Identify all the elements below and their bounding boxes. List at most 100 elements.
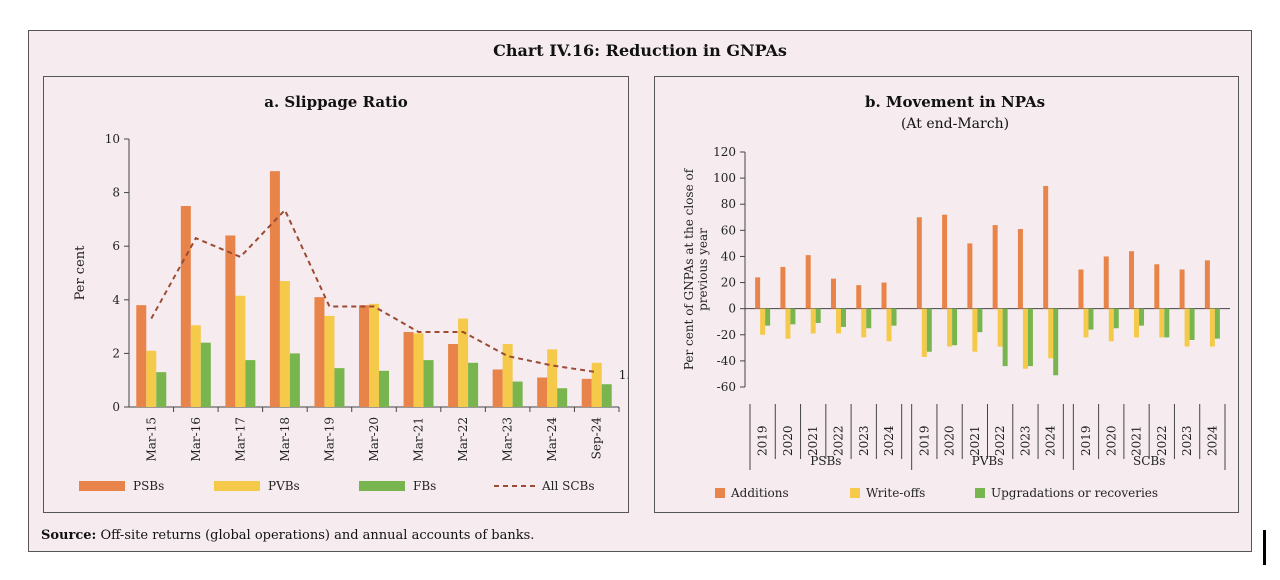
- bar-psbs: [448, 344, 459, 407]
- bar-psbs: [269, 171, 280, 407]
- y-tick-label: 6: [112, 239, 120, 253]
- x-tick-label-year: 2021: [968, 425, 982, 456]
- group-label-pvbs: PVBs: [972, 454, 1004, 468]
- legend-label-pvbs: PVBs: [268, 479, 300, 493]
- source-text: Off-site returns (global operations) and…: [100, 528, 535, 543]
- bar-pvbs: [502, 344, 513, 407]
- x-tick-label: Mar-20: [367, 417, 381, 462]
- y-tick-label: 40: [721, 249, 736, 263]
- data-label-all-scbs: 1.3: [619, 368, 628, 382]
- x-tick-label: Mar-18: [278, 417, 292, 462]
- x-tick-label-year: 2023: [1180, 425, 1194, 456]
- x-tick-label-year: 2019: [917, 425, 931, 456]
- bar-fbs: [200, 342, 211, 407]
- x-tick-label: Mar-22: [456, 417, 470, 462]
- bar-pvbs-upgradations: [1053, 308, 1059, 376]
- chart-title: b. Movement in NPAs: [865, 93, 1045, 111]
- y-axis-label: Per cent of GNPAs at the close ofpreviou…: [682, 167, 710, 370]
- text-cursor: [1263, 530, 1266, 565]
- bar-psbs-upgradations: [891, 308, 897, 326]
- x-tick-label-year: 2022: [993, 425, 1007, 456]
- source-note: Source: Off-site returns (global operati…: [41, 528, 534, 543]
- bar-pvbs: [591, 362, 602, 407]
- bar-psbs-upgradations: [840, 308, 846, 327]
- bar-fbs: [557, 388, 568, 407]
- x-tick-label-year: 2024: [1044, 425, 1058, 456]
- bar-scbs-upgradations: [1189, 308, 1195, 340]
- y-tick-label: 100: [713, 171, 736, 185]
- group-label-psbs: PSBs: [810, 454, 841, 468]
- bar-pvbs-additions: [916, 217, 922, 309]
- y-tick-label: 80: [721, 197, 736, 211]
- bar-psbs-upgradations: [815, 308, 821, 324]
- bar-psbs-write-offs: [810, 308, 816, 334]
- slippage-ratio-chart: a. Slippage Ratio 0 2 4 6 8 10 Per cent Mar-15 Ma…: [73, 93, 638, 493]
- legend-label-fbs: FBs: [413, 479, 436, 493]
- x-tick-label-year: 2021: [1130, 425, 1144, 456]
- bar-psbs-additions: [830, 278, 836, 309]
- x-tick-label: Mar-24: [545, 417, 559, 462]
- bar-fbs: [379, 370, 389, 407]
- bar-pvbs-write-offs: [997, 308, 1003, 347]
- line-all-scbs: [150, 208, 597, 374]
- bar-scbs-write-offs: [1108, 308, 1114, 342]
- bar-scbs-additions: [1103, 256, 1109, 309]
- bar-scbs-write-offs: [1159, 308, 1165, 338]
- bar-psbs-write-offs: [886, 308, 892, 342]
- bar-scbs-write-offs: [1083, 308, 1089, 338]
- source-label: Source:: [41, 528, 97, 543]
- y-tick-label: 8: [112, 186, 120, 200]
- panel-movement-in-npas: b. Movement in NPAs (At end-March) -60 -40 -…: [654, 76, 1239, 513]
- bar-scbs-upgradations: [1214, 308, 1220, 339]
- bar-pvbs: [324, 315, 335, 407]
- x-tick-label-year: 2019: [1079, 425, 1093, 456]
- bar-fbs: [156, 372, 167, 407]
- legend-swatch-pvbs: [214, 481, 260, 491]
- bar-pvbs-write-offs: [1048, 308, 1054, 359]
- x-tick-label-year: 2024: [1205, 425, 1219, 456]
- bar-pvbs-additions: [1017, 229, 1023, 309]
- bar-psbs-upgradations: [866, 308, 872, 329]
- bar-pvbs-write-offs: [947, 308, 953, 347]
- y-tick-label: 0: [728, 302, 736, 316]
- y-axis-label-line2: previous year: [696, 228, 710, 311]
- bar-psbs-additions: [780, 266, 786, 309]
- y-tick-label: 60: [721, 223, 736, 237]
- x-tick-label-year: 2022: [1155, 425, 1169, 456]
- bar-fbs: [289, 353, 300, 407]
- figure-frame: Chart IV.16: Reduction in GNPAs a. Slipp…: [28, 30, 1252, 552]
- x-tick-label: Mar-19: [322, 417, 336, 462]
- bar-pvbs-upgradations: [926, 308, 932, 352]
- bar-psbs-additions: [856, 285, 862, 309]
- legend-swatch-psbs: [79, 481, 125, 491]
- bar-pvbs-additions: [992, 225, 998, 309]
- y-tick-label: -60: [717, 380, 736, 394]
- bar-psbs: [403, 331, 414, 407]
- bar-scbs-upgradations: [1113, 308, 1119, 329]
- legend-swatch-additions: [715, 488, 725, 498]
- bar-pvbs-write-offs: [972, 308, 978, 352]
- bar-psbs-write-offs: [760, 308, 766, 335]
- bar-psbs: [359, 305, 369, 407]
- y-tick-label: 120: [713, 145, 736, 159]
- bar-fbs: [245, 360, 256, 407]
- x-tick-label: Mar-16: [189, 417, 203, 462]
- x-tick-label-year: 2023: [857, 425, 871, 456]
- x-tick-label: Mar-23: [501, 417, 515, 462]
- bar-psbs-write-offs: [785, 308, 791, 339]
- legend-label-upgradations: Upgradations or recoveries: [991, 486, 1158, 500]
- bar-fbs: [601, 384, 612, 407]
- legend-swatch-upgradations: [975, 488, 985, 498]
- bar-scbs-additions: [1078, 269, 1084, 309]
- bar-scbs-additions: [1154, 264, 1160, 309]
- legend-label-psbs: PSBs: [133, 479, 164, 493]
- bar-fbs: [423, 360, 434, 407]
- bar-psbs: [492, 369, 503, 407]
- bar-pvbs-upgradations: [1002, 308, 1008, 367]
- bar-scbs-write-offs: [1209, 308, 1215, 347]
- bar-pvbs-upgradations: [952, 308, 958, 346]
- figure-title: Chart IV.16: Reduction in GNPAs: [493, 41, 787, 60]
- movement-in-npas-chart: b. Movement in NPAs (At end-March) -60 -40 -…: [682, 93, 1230, 500]
- bar-pvbs: [458, 318, 469, 407]
- x-tick-label-year: 2020: [781, 425, 795, 456]
